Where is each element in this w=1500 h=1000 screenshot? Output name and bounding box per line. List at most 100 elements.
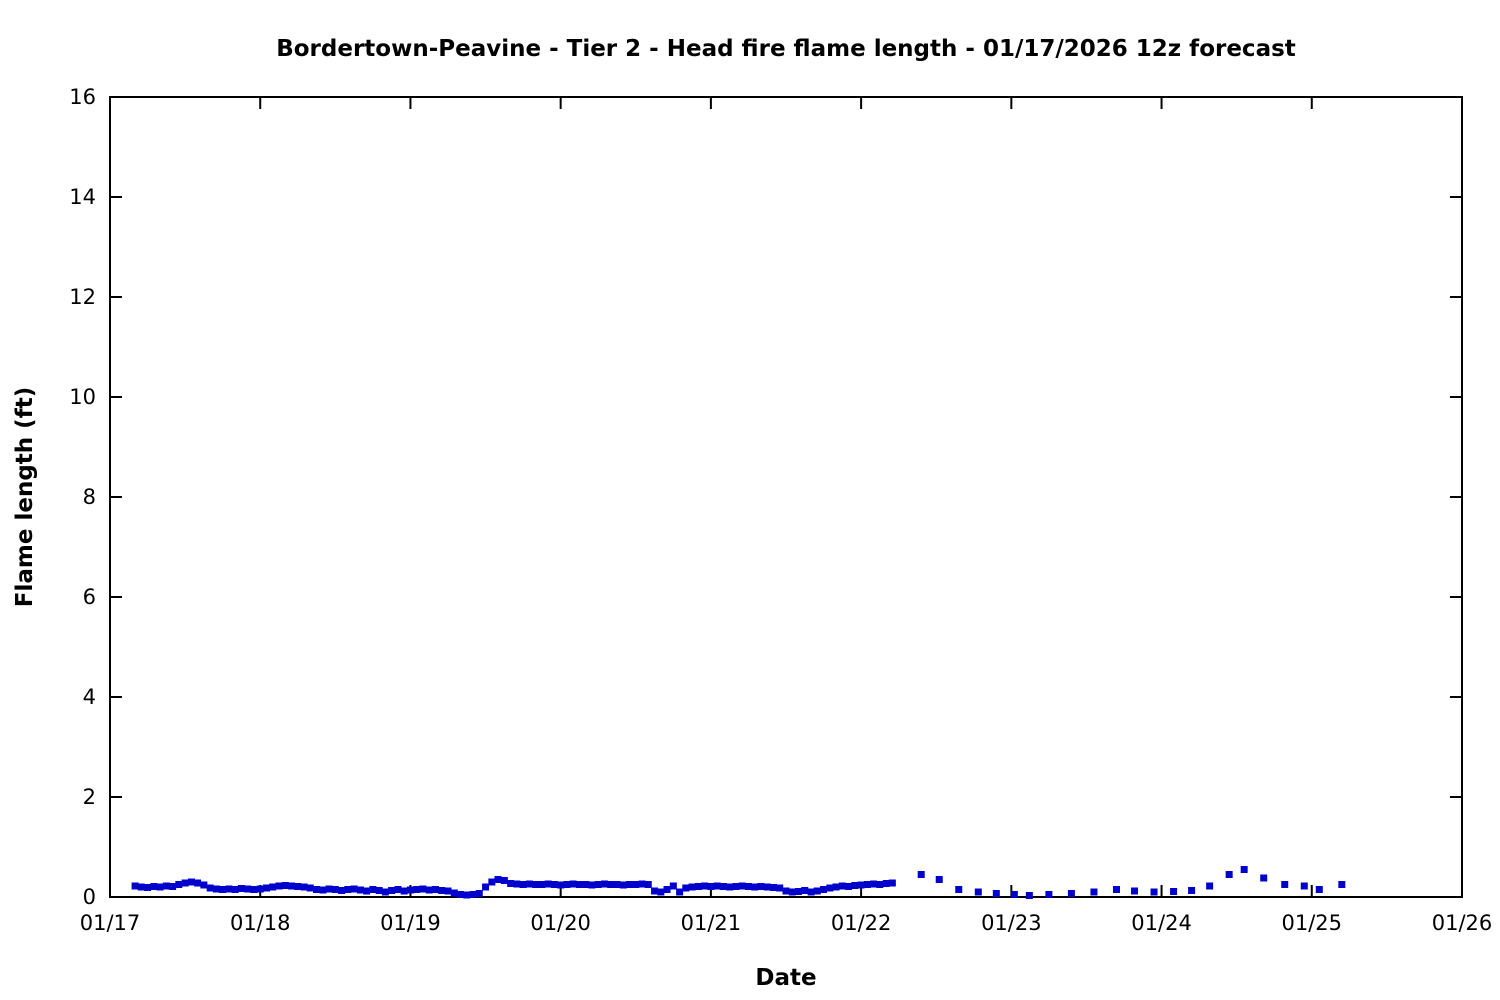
y-tick-label: 10 bbox=[69, 385, 96, 409]
data-point bbox=[613, 881, 621, 888]
data-point bbox=[588, 881, 596, 889]
data-point bbox=[331, 886, 339, 893]
x-tick-label: 01/17 bbox=[80, 911, 141, 935]
data-point bbox=[425, 886, 433, 894]
data-point bbox=[1170, 888, 1178, 895]
data-point bbox=[1206, 882, 1214, 890]
data-point bbox=[131, 882, 139, 890]
data-point bbox=[644, 881, 652, 888]
data-point bbox=[250, 886, 258, 893]
data-point bbox=[651, 887, 659, 895]
data-point bbox=[456, 891, 464, 898]
data-point bbox=[751, 883, 759, 891]
data-point bbox=[688, 883, 696, 891]
x-tick-label: 01/22 bbox=[831, 911, 892, 935]
data-point bbox=[1010, 891, 1018, 898]
data-point bbox=[738, 882, 746, 890]
data-point bbox=[935, 876, 943, 883]
data-point bbox=[400, 887, 408, 895]
data-point bbox=[1338, 881, 1346, 888]
data-point bbox=[1240, 866, 1248, 873]
data-point bbox=[669, 882, 677, 890]
data-point bbox=[694, 883, 702, 890]
data-point bbox=[381, 888, 389, 896]
data-point bbox=[175, 881, 183, 888]
data-point bbox=[237, 885, 245, 892]
x-tick-label: 01/23 bbox=[981, 911, 1042, 935]
data-point bbox=[744, 883, 752, 890]
data-point bbox=[582, 881, 590, 888]
data-point bbox=[770, 884, 778, 891]
data-point bbox=[676, 888, 684, 896]
x-tick-label: 01/18 bbox=[230, 911, 291, 935]
x-tick-label: 01/19 bbox=[380, 911, 441, 935]
data-point bbox=[356, 886, 364, 894]
data-point bbox=[763, 883, 771, 891]
data-point bbox=[319, 886, 327, 894]
y-tick-label: 2 bbox=[83, 785, 96, 809]
data-point bbox=[1281, 881, 1289, 888]
data-point bbox=[450, 889, 458, 897]
data-point bbox=[1150, 888, 1158, 896]
data-point bbox=[363, 887, 371, 895]
data-point bbox=[306, 884, 314, 892]
data-point bbox=[137, 883, 145, 891]
data-point bbox=[563, 881, 571, 888]
data-point bbox=[494, 876, 502, 883]
data-point bbox=[974, 888, 982, 896]
data-point bbox=[1090, 888, 1098, 896]
data-point bbox=[1315, 886, 1323, 893]
data-point bbox=[757, 883, 765, 890]
data-point bbox=[594, 881, 602, 888]
data-point bbox=[281, 882, 289, 889]
data-point bbox=[788, 888, 796, 896]
data-point bbox=[544, 880, 552, 888]
data-point bbox=[256, 885, 264, 893]
data-point bbox=[575, 881, 583, 888]
data-point bbox=[187, 878, 195, 886]
data-point bbox=[500, 877, 508, 884]
data-point bbox=[463, 891, 471, 899]
data-point bbox=[475, 890, 483, 897]
data-point bbox=[538, 881, 546, 888]
plot-border bbox=[109, 96, 1463, 898]
data-point bbox=[419, 885, 427, 893]
data-point bbox=[244, 885, 252, 893]
data-point bbox=[813, 887, 821, 895]
data-point bbox=[657, 888, 665, 896]
data-point bbox=[369, 886, 377, 893]
x-axis-label: Date bbox=[755, 965, 816, 991]
data-point bbox=[287, 882, 295, 890]
data-point bbox=[194, 879, 202, 887]
data-point bbox=[325, 885, 333, 893]
data-point bbox=[394, 886, 402, 893]
data-point bbox=[413, 886, 421, 893]
data-point bbox=[507, 880, 515, 887]
data-point bbox=[820, 886, 828, 893]
data-point bbox=[200, 881, 208, 889]
data-point bbox=[350, 885, 358, 893]
data-point bbox=[338, 887, 346, 894]
data-point bbox=[375, 887, 383, 894]
data-point bbox=[212, 885, 220, 893]
data-point bbox=[144, 884, 152, 891]
y-tick-label: 0 bbox=[83, 885, 96, 909]
data-point bbox=[438, 887, 446, 894]
data-point bbox=[388, 887, 396, 894]
data-point bbox=[1188, 887, 1196, 894]
data-point bbox=[162, 882, 170, 890]
data-point bbox=[219, 886, 227, 893]
data-point bbox=[707, 883, 715, 890]
data-point bbox=[432, 886, 440, 893]
data-point bbox=[701, 882, 709, 890]
data-point bbox=[713, 882, 721, 890]
data-point bbox=[807, 888, 815, 896]
data-point bbox=[826, 884, 834, 892]
data-point bbox=[519, 881, 527, 888]
data-point bbox=[525, 880, 533, 888]
data-point bbox=[601, 880, 609, 888]
y-tick-label: 8 bbox=[83, 485, 96, 509]
data-point bbox=[550, 881, 558, 888]
